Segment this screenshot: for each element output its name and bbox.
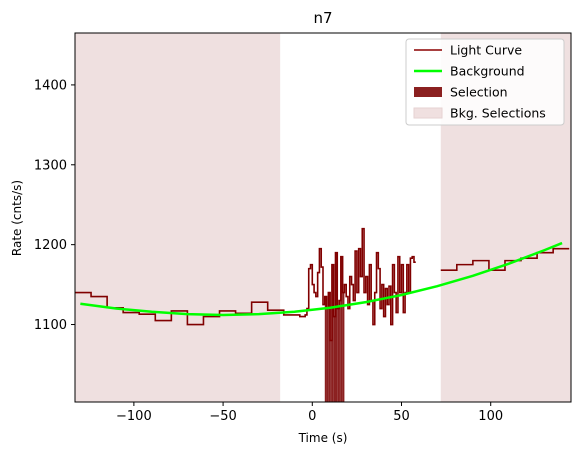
selection-bar-31 (333, 316, 336, 402)
x-tick-label-4: 100 (478, 409, 503, 424)
selection-bar-28 (328, 292, 331, 402)
selection-bar-32 (335, 252, 338, 402)
legend-label-2: Selection (450, 85, 508, 100)
x-axis-ticks: −100 −50 0 50 100 (116, 402, 503, 424)
axes-frame (74, 32, 572, 403)
selection-bar-30 (331, 264, 334, 402)
plot-frame (74, 32, 572, 403)
y-tick-label-2: 1300 (34, 158, 67, 173)
selection-bar-27 (326, 308, 329, 402)
y-tick-label-3: 1400 (34, 78, 67, 93)
legend-swatch-2 (414, 87, 442, 97)
x-tick-label-1: −50 (209, 409, 236, 424)
y-tick-label-1: 1200 (34, 238, 67, 253)
legend-box (405, 38, 565, 126)
background-series (80, 241, 563, 317)
selection-bar-33 (337, 308, 340, 402)
legend-label-1: Background (450, 64, 525, 79)
background-curve-line (80, 241, 563, 317)
legend-swatch-3 (413, 107, 443, 119)
chart-title: n7 (313, 9, 332, 27)
y-tick-label-0: 1100 (34, 318, 67, 333)
selection-bar-34 (339, 300, 341, 402)
y-axis-ticks: 1100 1200 1300 1400 (34, 78, 75, 333)
bkg-selection-region-0 (75, 33, 281, 402)
x-tick-label-0: −100 (116, 409, 152, 424)
y-axis-label: Rate (cnts/s) (10, 180, 24, 256)
x-tick-label-3: 50 (393, 409, 410, 424)
selection-bar-36 (342, 292, 345, 402)
selection-bar-35 (340, 256, 343, 402)
selection-bar-29 (330, 340, 332, 402)
legend-label-0: Light Curve (450, 43, 522, 58)
selection-region (324, 252, 345, 402)
selection-bar-26 (324, 296, 327, 402)
x-axis-label: Time (s) (298, 431, 348, 445)
legend: Light Curve Background Selection Bkg. Selec… (405, 38, 565, 126)
legend-label-3: Bkg. Selections (450, 106, 546, 121)
x-tick-label-2: 0 (308, 409, 316, 424)
